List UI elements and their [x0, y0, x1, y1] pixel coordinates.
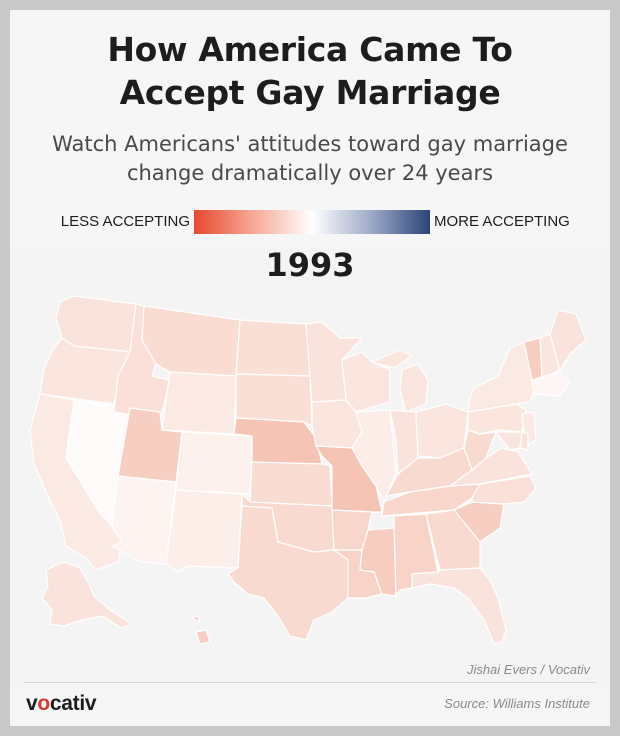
- state-sc: [453, 501, 505, 543]
- legend-color-scale: [194, 210, 430, 234]
- state-mi: [371, 349, 429, 413]
- state-ak: [41, 561, 133, 629]
- state-fl: [411, 567, 507, 645]
- logo-part-1: v: [26, 692, 38, 715]
- source-credit: Source: Williams Institute: [444, 696, 590, 711]
- infographic-card: How America Came To Accept Gay Marriage …: [10, 10, 610, 726]
- author-credit: Jishai Evers / Vocativ: [466, 662, 590, 677]
- state-me: [549, 309, 587, 371]
- logo-part-2: cativ: [49, 692, 97, 715]
- state-wi: [341, 351, 391, 413]
- state-az: [111, 475, 177, 565]
- state-tx: [227, 505, 349, 641]
- logo-part-o: o: [37, 692, 50, 715]
- state-co: [175, 431, 253, 495]
- page-subtitle: Watch Americans' attitudes toward gay ma…: [10, 130, 610, 188]
- footer-divider: [24, 682, 596, 683]
- title-line-2: Accept Gay Marriage: [119, 73, 501, 112]
- state-nm: [165, 489, 243, 573]
- state-ks: [249, 461, 333, 507]
- subtitle-line-2: change dramatically over 24 years: [126, 161, 494, 185]
- state-nd: [235, 319, 311, 377]
- state-wy: [161, 371, 237, 435]
- legend-less-label: LESS ACCEPTING: [60, 213, 190, 230]
- title-line-1: How America Came To: [107, 30, 513, 69]
- state-md: [495, 431, 523, 451]
- subtitle-line-1: Watch Americans' attitudes toward gay ma…: [52, 132, 568, 156]
- legend-more-label: MORE ACCEPTING: [434, 213, 570, 230]
- state-il: [351, 409, 397, 503]
- vocativ-logo: vocativ: [26, 692, 97, 716]
- state-ma: [531, 371, 571, 397]
- state-mt: [141, 305, 241, 377]
- page-title: How America Came To Accept Gay Marriage: [10, 28, 610, 114]
- state-pa: [467, 403, 527, 435]
- state-ny: [467, 341, 535, 413]
- state-sd: [235, 373, 313, 427]
- state-hi: [191, 615, 211, 645]
- us-choropleth-map: [29, 295, 587, 645]
- year-label: 1993: [265, 246, 355, 284]
